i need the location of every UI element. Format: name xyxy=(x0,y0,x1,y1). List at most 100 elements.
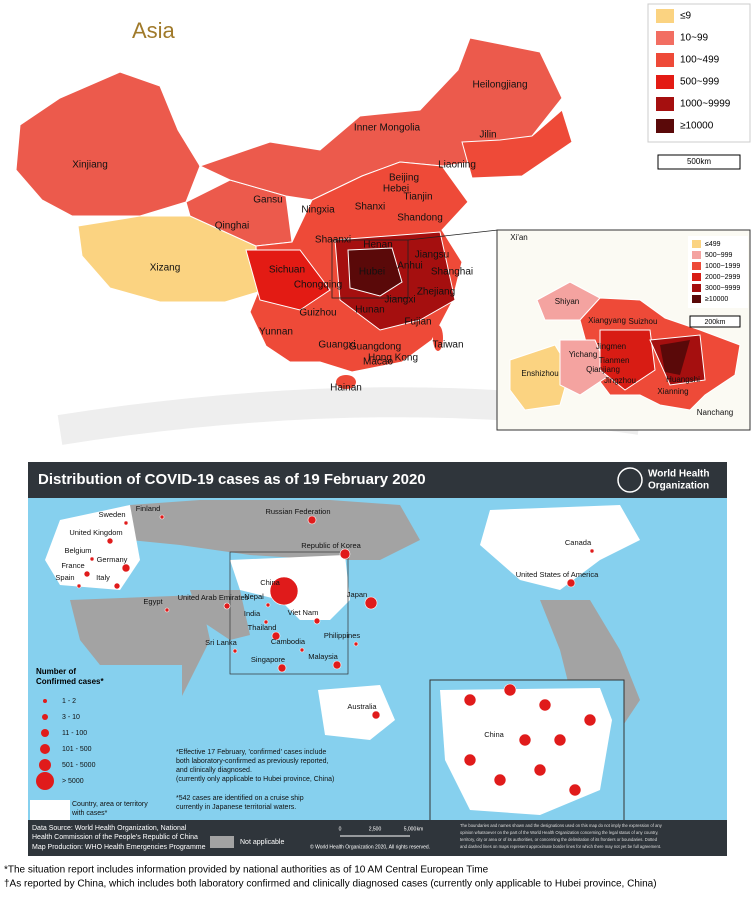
province-label: Qinghai xyxy=(215,221,249,232)
country-label: Thailand xyxy=(248,623,277,632)
legend-label: 501 - 5000 xyxy=(62,762,96,769)
legend-marker xyxy=(42,714,48,720)
inset-frame xyxy=(331,239,409,299)
province-label: Taiwan xyxy=(432,340,463,351)
legend-label: 11 - 100 xyxy=(62,730,87,737)
country-label: Philippines xyxy=(324,631,361,640)
inset-label: China xyxy=(484,730,504,739)
who-emblem xyxy=(617,467,643,493)
country-label: Canada xyxy=(565,538,592,547)
legend-swatch xyxy=(656,75,674,89)
case-marker xyxy=(371,710,381,720)
legend-swatch xyxy=(656,97,674,111)
province-label: Shanghai xyxy=(431,267,473,278)
case-marker xyxy=(353,641,359,647)
data-source: Health Commission of the People's Republ… xyxy=(32,834,198,841)
case-marker xyxy=(89,556,95,562)
map-title: Distribution of COVID-19 cases as of 19 … xyxy=(38,471,426,488)
case-marker xyxy=(503,683,517,697)
province-label: Guangxi xyxy=(318,340,355,351)
province-label: Anhui xyxy=(397,261,423,272)
country-label: Russian Federation xyxy=(265,507,330,516)
legend-swatch xyxy=(692,284,701,292)
case-marker xyxy=(123,520,129,526)
case-marker xyxy=(583,713,597,727)
province-label: Hong Kong xyxy=(368,353,418,364)
legend-label: 101 - 500 xyxy=(62,746,92,753)
city-label: Jingzhou xyxy=(604,376,636,385)
region xyxy=(347,247,403,297)
case-marker xyxy=(518,733,532,747)
legend-label: 1000~1999 xyxy=(705,263,740,270)
province-label: Zhejiang xyxy=(417,287,455,298)
country-label: Egypt xyxy=(143,597,163,606)
note: and clinically diagnosed. xyxy=(176,767,252,774)
province-label: Beijing xyxy=(389,173,419,184)
land xyxy=(190,590,250,640)
logo-text: Organization xyxy=(648,481,709,492)
province-label: Henan xyxy=(363,240,392,251)
legend-label: 1000~9999 xyxy=(680,99,731,110)
country-label: Malaysia xyxy=(308,652,338,661)
country-label: India xyxy=(244,609,261,618)
province-label: Fujian xyxy=(404,317,431,328)
province-label: Shaanxi xyxy=(315,235,351,246)
legend-label: 10~99 xyxy=(680,33,709,44)
country-label: Belgium xyxy=(64,546,91,555)
province-label: Hainan xyxy=(330,383,362,394)
legend-label: with cases* xyxy=(71,810,108,817)
case-marker xyxy=(313,617,321,625)
city-label: Xianning xyxy=(657,387,688,396)
legend-label: 3000~9999 xyxy=(705,285,740,292)
legend-label: > 5000 xyxy=(62,778,84,785)
legend-label: 2000~2999 xyxy=(705,274,740,281)
inset-frame xyxy=(229,551,349,675)
legend-label: ≤9 xyxy=(680,11,691,22)
scale-box xyxy=(657,154,741,170)
legend-marker xyxy=(41,729,49,737)
inset-region xyxy=(599,329,656,391)
region xyxy=(77,215,259,303)
country-label: Cambodia xyxy=(271,637,306,646)
city-label: Huangshi xyxy=(666,375,700,384)
legend-marker xyxy=(36,772,54,790)
legend-swatch xyxy=(692,240,701,248)
province-label: Xizang xyxy=(150,263,181,274)
country-label: Australia xyxy=(347,702,377,711)
land xyxy=(130,500,420,560)
legend-label: Country, area or territory xyxy=(72,801,148,808)
note: (currently only applicable to Hubei prov… xyxy=(176,776,334,783)
case-marker xyxy=(538,698,552,712)
copyright: © World Health Organization 2020, All ri… xyxy=(310,843,430,850)
country-label: Japan xyxy=(347,590,367,599)
province-label: Heilongjiang xyxy=(472,80,527,91)
country-label: Finland xyxy=(136,504,161,513)
case-marker xyxy=(223,602,231,610)
not-applicable: Not applicable xyxy=(240,839,284,846)
region-label: Asia xyxy=(132,18,176,43)
land-with-cases xyxy=(480,505,640,590)
country-label: Italy xyxy=(96,573,110,582)
region xyxy=(336,375,356,389)
province-label: Jilin xyxy=(479,130,496,141)
scale-label: km xyxy=(417,826,424,832)
logo-text: World Health xyxy=(648,469,709,480)
land-with-cases xyxy=(318,685,395,740)
province-label: Hunan xyxy=(355,305,384,316)
case-marker xyxy=(493,773,507,787)
who-map: Distribution of COVID-19 cases as of 19 … xyxy=(28,462,727,856)
country-label: Spain xyxy=(55,573,74,582)
scale-label: 2,500 xyxy=(369,826,382,832)
scale-label: 5,000 xyxy=(404,826,417,832)
case-marker xyxy=(589,548,595,554)
province-label: Guizhou xyxy=(299,308,336,319)
city-label: Enshizhou xyxy=(521,369,558,378)
legend-label: 3 - 10 xyxy=(62,714,80,721)
province-label: Shanxi xyxy=(355,202,386,213)
city-label: Suizhou xyxy=(629,317,658,326)
legend-swatch xyxy=(210,836,234,848)
province-label: Macao xyxy=(363,357,393,368)
province-label: Sichuan xyxy=(269,265,305,276)
country-label: France xyxy=(61,561,84,570)
